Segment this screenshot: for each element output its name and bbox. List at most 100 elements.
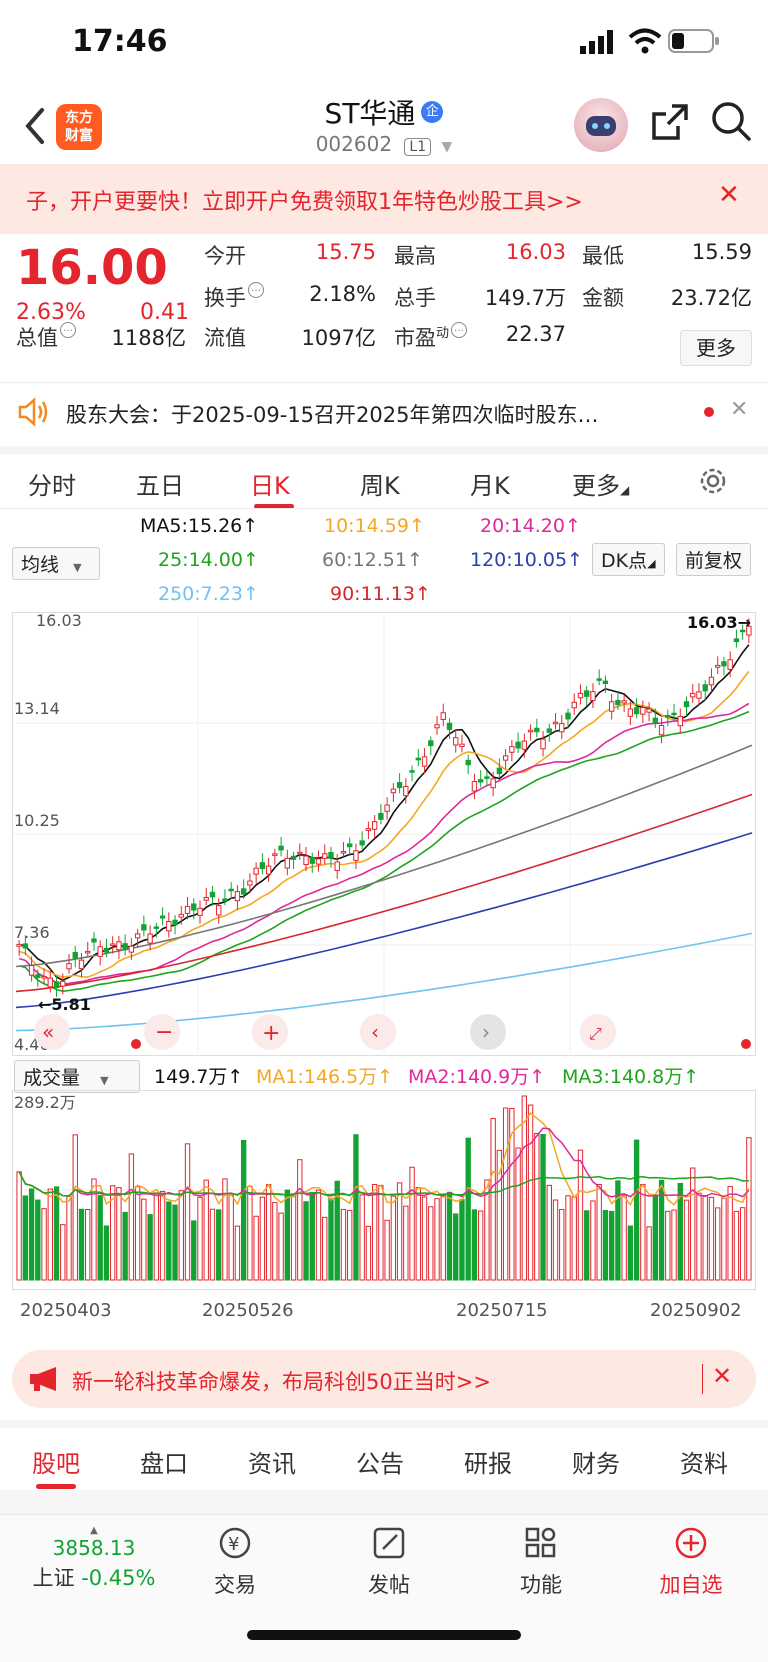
scroll-left-button[interactable]: [34, 1014, 70, 1050]
info-icon[interactable]: …: [451, 322, 468, 338]
candle-body: [47, 977, 53, 988]
volume-bar: [428, 1206, 434, 1281]
candle-body: [297, 851, 303, 855]
volume-bar: [465, 1137, 471, 1281]
candle-body: [552, 721, 559, 725]
tab-announcements[interactable]: 公告: [356, 1450, 404, 1478]
candle-body: [35, 974, 41, 978]
fullscreen-button[interactable]: [580, 1014, 616, 1050]
step-right-button[interactable]: [470, 1014, 506, 1050]
tab-order-book[interactable]: 盘口: [140, 1450, 188, 1478]
adjust-button[interactable]: 前复权: [676, 543, 752, 576]
tab-news[interactable]: 资讯: [248, 1450, 296, 1478]
volume-legend: 成交量 ▼ 149.7万↑ MA1:146.5万↑ MA2:140.9万↑ MA…: [0, 1058, 768, 1093]
volume-bar: [602, 1209, 609, 1281]
volume-chart[interactable]: 289.2万: [12, 1090, 756, 1290]
nav-trade[interactable]: ¥ 交易: [180, 1525, 290, 1599]
step-left-button[interactable]: [360, 1014, 396, 1050]
volume-bar: [41, 1208, 47, 1281]
volume-bar: [546, 1184, 552, 1281]
candle-body: [103, 947, 110, 953]
candle-body: [247, 880, 253, 886]
assistant-robot-avatar[interactable]: [574, 98, 628, 152]
event-dot: [131, 1039, 141, 1049]
ma-lines: [15, 644, 753, 1032]
stock-code-row[interactable]: 002602 L1 ▼: [0, 132, 768, 156]
share-icon[interactable]: [650, 102, 690, 142]
ad-banner[interactable]: 新一轮科技革命爆发，布局科创50正当时>> ✕: [12, 1350, 756, 1408]
info-icon[interactable]: …: [60, 322, 76, 338]
volume-bar: [259, 1196, 266, 1281]
volume-bar: [440, 1194, 446, 1281]
volume-indicator-select[interactable]: 成交量 ▼: [14, 1060, 140, 1093]
level-badge: L1: [404, 138, 432, 156]
nav-post[interactable]: 发帖: [334, 1525, 444, 1599]
candle-body: [646, 708, 652, 713]
candle-body: [428, 740, 434, 747]
grid-icon: [525, 1527, 556, 1558]
candle-body: [415, 757, 421, 761]
nav-add-watch[interactable]: 加自选: [636, 1525, 746, 1599]
candle-body: [340, 851, 347, 854]
search-icon[interactable]: [710, 100, 752, 142]
volume-bar: [640, 1183, 646, 1281]
promo-text: 子，开户更要快！立即开户免费领取1年特色炒股工具>>: [26, 190, 583, 215]
volume-bar: [615, 1180, 621, 1281]
nav-features[interactable]: 功能: [486, 1525, 596, 1599]
candle-body: [484, 776, 490, 779]
more-button[interactable]: 更多: [680, 330, 752, 366]
index-widget[interactable]: ▲ 3858.13 上证 -0.45%: [24, 1525, 164, 1592]
candle-body: [584, 690, 590, 697]
turnover-label-text: 换手: [204, 286, 246, 310]
chevron-down-icon: ▼: [73, 561, 82, 574]
candle-body: [109, 943, 116, 946]
promo-banner[interactable]: 子，开户更要快！立即开户免费领取1年特色炒股工具>> ✕: [0, 164, 768, 234]
volume-bar: [515, 1147, 521, 1281]
candle-body: [708, 676, 715, 686]
tab-five-day[interactable]: 五日: [136, 472, 184, 500]
tab-profile[interactable]: 资料: [680, 1450, 728, 1478]
zoom-in-button[interactable]: [252, 1014, 288, 1050]
back-icon[interactable]: [18, 104, 54, 148]
tab-intraday[interactable]: 分时: [28, 472, 76, 500]
dk-point-button[interactable]: DK点◢: [592, 543, 665, 576]
tab-monthly-k[interactable]: 月K: [470, 472, 510, 500]
ad-close-icon[interactable]: ✕: [712, 1362, 733, 1390]
index-name: 上证: [32, 1566, 75, 1590]
info-icon[interactable]: …: [248, 282, 264, 298]
tab-guba[interactable]: 股吧: [32, 1450, 80, 1478]
candle-body: [159, 915, 166, 919]
indicator-select[interactable]: 均线 ▼: [12, 547, 100, 580]
ma250-line: [15, 932, 753, 1032]
date-axis: 20250403 20250526 20250715 20250902: [0, 1296, 768, 1326]
tab-more[interactable]: 更多◢: [572, 466, 629, 501]
ma120-line: [15, 832, 753, 1009]
volume-bar: [303, 1201, 309, 1281]
tab-weekly-k[interactable]: 周K: [360, 472, 400, 500]
volume-bar: [683, 1199, 690, 1281]
tab-research[interactable]: 研报: [464, 1450, 512, 1478]
volume-bar: [359, 1194, 365, 1281]
volume-ma3: MA3:140.8万↑: [562, 1066, 700, 1088]
kline-chart[interactable]: 16.03 13.14 10.25 7.36 4.46 16.03→ ←5.81…: [12, 612, 756, 1056]
notice-close-icon[interactable]: ✕: [730, 397, 749, 422]
zoom-out-button[interactable]: [144, 1014, 180, 1050]
gear-icon[interactable]: [696, 464, 730, 498]
volume-bar: [665, 1210, 671, 1281]
candle-body: [315, 858, 322, 865]
volume-bar: [28, 1188, 35, 1281]
volume-bar: [297, 1159, 303, 1281]
volume-bar: [103, 1225, 110, 1281]
tab-financials[interactable]: 财务: [572, 1450, 620, 1478]
tab-daily-k[interactable]: 日K: [250, 472, 290, 500]
candle-body: [378, 812, 384, 820]
promo-close-icon[interactable]: ✕: [718, 180, 740, 210]
candle-body: [590, 691, 596, 701]
volume-last: 149.7万↑: [154, 1066, 244, 1088]
notice-bar[interactable]: 股东大会：于2025-09-15召开2025年第四次临时股东… ✕: [0, 382, 768, 442]
candle-body: [696, 691, 702, 699]
volume-bar: [727, 1186, 733, 1281]
volume-bar: [477, 1210, 484, 1281]
svg-text:¥: ¥: [228, 1534, 239, 1555]
volume-bar: [571, 1196, 577, 1281]
